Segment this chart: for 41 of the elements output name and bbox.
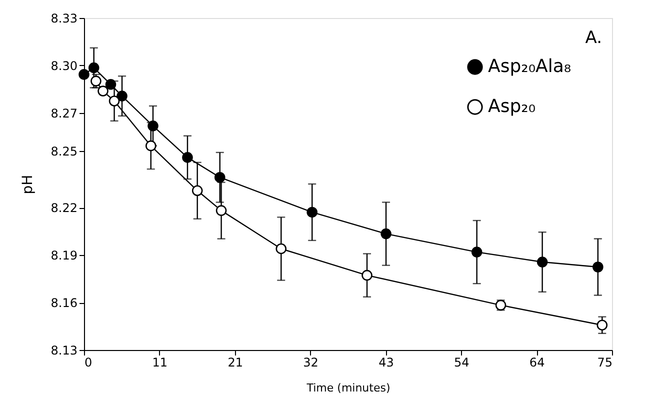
x-tick-label: 64 [529, 356, 545, 370]
point [116, 90, 128, 102]
point [108, 96, 120, 106]
x-tick-label: 21 [228, 356, 243, 370]
point [88, 62, 100, 74]
point [596, 320, 608, 330]
x-tick-label: 0 [84, 356, 92, 370]
point [145, 140, 156, 152]
point [306, 206, 318, 218]
y-axis-title: pH [20, 174, 36, 194]
point [216, 205, 227, 216]
point [98, 86, 108, 96]
x-tick-label: 54 [454, 356, 470, 370]
point [78, 69, 90, 80]
y-tick-label: 8.19 [50, 248, 78, 263]
annotation: A. [585, 28, 602, 48]
point [471, 246, 482, 258]
x-tick-label: 75 [597, 356, 612, 370]
y-tick-label: 8.22 [50, 201, 78, 216]
legend-label: Asp₂₀Ala₈ [488, 56, 572, 77]
point [182, 152, 193, 163]
point [148, 120, 158, 132]
y-tick-label: 8.16 [50, 296, 78, 310]
point [192, 185, 203, 196]
legend-label: Asp₂₀ [488, 96, 536, 117]
y-tick-label: 8.13 [50, 344, 78, 358]
point [276, 243, 287, 254]
point [380, 228, 392, 240]
point [592, 262, 604, 272]
x-tick-label: 43 [378, 356, 394, 370]
x-tick-label: 11 [152, 356, 168, 370]
point [362, 270, 372, 281]
y-tick-label: 8.30 [50, 58, 78, 73]
x-tick-label: 32 [303, 356, 318, 370]
point [105, 79, 116, 90]
point [214, 172, 226, 183]
y-tick-label: 8.27 [50, 106, 78, 120]
point [536, 256, 548, 268]
y-tick-label: 8.33 [50, 12, 78, 26]
y-tick-label: 8.25 [50, 144, 78, 158]
x-axis-title: Time (minutes) [306, 382, 390, 394]
